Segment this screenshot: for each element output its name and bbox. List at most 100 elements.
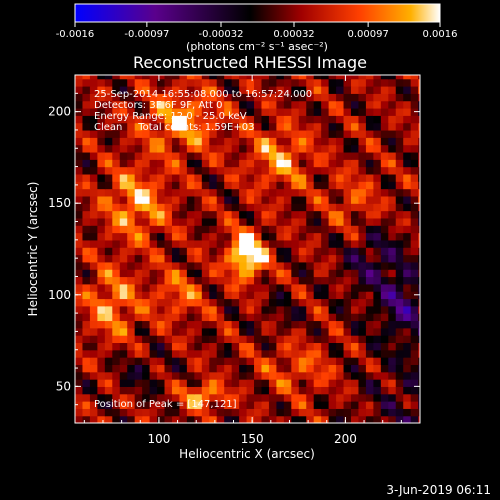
heatmap-cell [343, 320, 352, 329]
heatmap-cell [365, 342, 374, 351]
heatmap-cell [254, 188, 263, 197]
heatmap-cell [179, 298, 188, 307]
heatmap-cell [306, 210, 315, 219]
heatmap-cell [231, 371, 240, 380]
heatmap-cell [276, 291, 285, 300]
heatmap-cell [104, 276, 113, 285]
heatmap-cell [410, 217, 419, 226]
heatmap-cell [134, 349, 143, 358]
heatmap-cell [142, 401, 151, 409]
heatmap-cell [351, 298, 360, 307]
heatmap-cell [82, 247, 91, 256]
heatmap-cell [142, 239, 151, 248]
heatmap-cell [75, 335, 84, 344]
heatmap-cell [373, 342, 382, 351]
heatmap-cell [127, 386, 136, 395]
heatmap-cell [89, 342, 98, 351]
heatmap-cell [358, 298, 367, 307]
heatmap-cell [216, 335, 225, 344]
heatmap-cell [388, 210, 397, 219]
heatmap-cell [231, 357, 240, 365]
heatmap-cell [82, 342, 91, 351]
heatmap-cell [186, 276, 195, 285]
heatmap-cell [112, 386, 121, 395]
heatmap-cell [306, 195, 315, 204]
heatmap-cell [209, 342, 218, 351]
heatmap-cell [365, 298, 374, 307]
heatmap-cell [395, 195, 404, 204]
heatmap-cell [142, 415, 151, 423]
heatmap-cell [343, 349, 352, 358]
heatmap-cell [410, 129, 419, 138]
heatmap-cell [171, 151, 181, 160]
heatmap-cell [246, 78, 255, 87]
heatmap-cell [403, 75, 412, 80]
heatmap-cell [343, 305, 352, 314]
heatmap-cell [403, 313, 412, 322]
heatmap-cell [313, 151, 322, 160]
heatmap-cell [149, 342, 158, 351]
heatmap-cell [418, 181, 420, 190]
heatmap-cell [171, 313, 181, 322]
heatmap-cell [276, 283, 285, 292]
heatmap-cell [380, 107, 389, 116]
heatmap-cell [313, 188, 322, 197]
heatmap-cell [239, 283, 248, 292]
heatmap-cell [127, 305, 136, 314]
heatmap-cell [127, 269, 136, 278]
heatmap-cell [134, 115, 143, 124]
heatmap-cell [157, 144, 166, 153]
heatmap-cell [104, 254, 113, 263]
heatmap-cell [343, 129, 352, 138]
heatmap-cell [216, 379, 225, 387]
heatmap-cell [418, 379, 420, 387]
heatmap-cell [254, 401, 263, 409]
heatmap-cell [149, 151, 158, 160]
heatmap-cell [380, 217, 389, 226]
heatmap-cell [306, 415, 315, 423]
heatmap-cell [276, 415, 285, 423]
heatmap-cell [239, 298, 248, 307]
heatmap-cell [336, 210, 345, 219]
heatmap-cell [365, 144, 374, 153]
heatmap-cell [209, 232, 218, 241]
heatmap-cell [82, 210, 91, 219]
heatmap-cell [75, 364, 84, 373]
heatmap-cell [142, 217, 151, 226]
heatmap-cell [373, 115, 382, 124]
heatmap-cell [75, 225, 84, 234]
heatmap-cell [313, 386, 322, 395]
heatmap-cell [157, 291, 166, 300]
heatmap-cell [201, 195, 210, 204]
heatmap-cell [127, 357, 136, 365]
heatmap-cell [306, 371, 315, 380]
heatmap-cell [351, 276, 360, 285]
heatmap-cell [157, 93, 166, 102]
heatmap-cell [157, 335, 166, 344]
heatmap-cell [201, 232, 210, 241]
heatmap-cell [239, 173, 248, 182]
heatmap-cell [268, 173, 278, 182]
heatmap-cell [179, 247, 188, 256]
heatmap-cell [373, 93, 382, 102]
heatmap-cell [97, 335, 106, 344]
heatmap-cell [149, 210, 158, 219]
heatmap-cell [291, 393, 300, 402]
heatmap-cell [380, 364, 389, 373]
heatmap-cell [142, 195, 151, 204]
heatmap-cell [209, 115, 218, 124]
heatmap-cell [388, 401, 397, 409]
heatmap-cell [216, 276, 225, 285]
heatmap-cell [104, 349, 113, 358]
heatmap-cell [373, 291, 382, 300]
heatmap-cell [418, 203, 420, 212]
heatmap-cell [104, 357, 113, 365]
heatmap-cell [216, 305, 225, 314]
y-tick-label: 150 [48, 196, 71, 210]
heatmap-cell [351, 283, 360, 292]
heatmap-cell [164, 298, 173, 307]
heatmap-cell [186, 173, 195, 182]
heatmap-cell [179, 166, 188, 175]
heatmap-cell [171, 100, 181, 109]
heatmap-cell [254, 203, 263, 212]
